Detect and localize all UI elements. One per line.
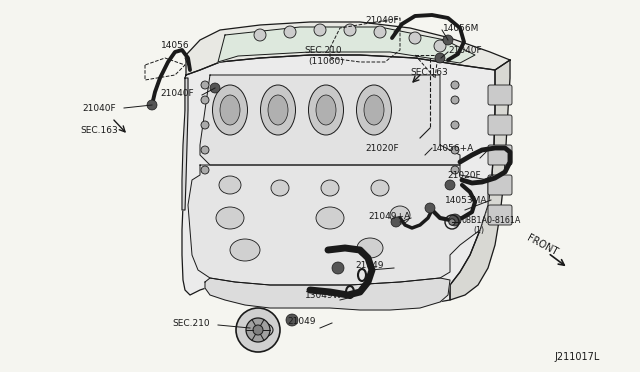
Circle shape <box>314 24 326 36</box>
FancyBboxPatch shape <box>488 205 512 225</box>
Circle shape <box>286 314 298 326</box>
Text: 14056: 14056 <box>161 41 189 50</box>
Text: (1): (1) <box>473 225 484 234</box>
Ellipse shape <box>260 85 296 135</box>
Ellipse shape <box>212 85 248 135</box>
Circle shape <box>425 203 435 213</box>
Text: FRONT: FRONT <box>525 233 559 257</box>
Text: 21040F: 21040F <box>365 16 399 25</box>
Circle shape <box>451 146 459 154</box>
Circle shape <box>201 81 209 89</box>
Circle shape <box>236 308 280 352</box>
Circle shape <box>201 121 209 129</box>
Circle shape <box>391 217 401 227</box>
Circle shape <box>332 262 344 274</box>
Polygon shape <box>218 27 475 63</box>
Circle shape <box>451 96 459 104</box>
Circle shape <box>374 26 386 38</box>
FancyBboxPatch shape <box>488 85 512 105</box>
Text: J211017L: J211017L <box>555 352 600 362</box>
Circle shape <box>201 146 209 154</box>
FancyBboxPatch shape <box>488 175 512 195</box>
Text: 14056+A: 14056+A <box>432 144 474 153</box>
Circle shape <box>201 96 209 104</box>
Circle shape <box>434 40 446 52</box>
Circle shape <box>210 83 220 93</box>
Text: 21040F: 21040F <box>448 45 482 55</box>
Ellipse shape <box>321 180 339 196</box>
Circle shape <box>435 53 445 63</box>
Polygon shape <box>205 278 450 310</box>
Ellipse shape <box>357 238 383 258</box>
Circle shape <box>147 100 157 110</box>
Circle shape <box>449 219 455 225</box>
Ellipse shape <box>219 176 241 194</box>
Circle shape <box>451 81 459 89</box>
Circle shape <box>344 24 356 36</box>
Circle shape <box>253 325 263 335</box>
Circle shape <box>445 180 455 190</box>
FancyBboxPatch shape <box>488 115 512 135</box>
Text: SEC.163: SEC.163 <box>80 125 118 135</box>
Text: SEC.210: SEC.210 <box>304 45 342 55</box>
Ellipse shape <box>364 95 384 125</box>
Ellipse shape <box>356 85 392 135</box>
Ellipse shape <box>390 206 410 224</box>
Polygon shape <box>182 78 188 210</box>
Polygon shape <box>200 75 460 165</box>
Text: SEC.210: SEC.210 <box>172 318 210 327</box>
Text: 21040F: 21040F <box>160 89 194 97</box>
Polygon shape <box>182 55 495 302</box>
Ellipse shape <box>316 207 344 229</box>
Ellipse shape <box>220 95 240 125</box>
FancyBboxPatch shape <box>488 145 512 165</box>
Circle shape <box>451 166 459 174</box>
Circle shape <box>201 166 209 174</box>
Circle shape <box>246 318 270 342</box>
Text: 21020F: 21020F <box>365 144 399 153</box>
Ellipse shape <box>308 85 344 135</box>
Ellipse shape <box>271 180 289 196</box>
Circle shape <box>443 35 453 45</box>
Text: 08B1A0-8161A: 08B1A0-8161A <box>462 215 522 224</box>
Text: 21020F: 21020F <box>447 170 481 180</box>
Circle shape <box>254 29 266 41</box>
Text: (11060): (11060) <box>308 57 344 65</box>
Polygon shape <box>188 165 488 285</box>
Text: 14053MA: 14053MA <box>445 196 488 205</box>
Ellipse shape <box>268 95 288 125</box>
Text: 13049W: 13049W <box>305 291 342 299</box>
Ellipse shape <box>371 180 389 196</box>
Text: SEC.163: SEC.163 <box>410 67 448 77</box>
Ellipse shape <box>316 95 336 125</box>
Circle shape <box>284 26 296 38</box>
Text: 21049: 21049 <box>287 317 316 327</box>
Text: 14056M: 14056M <box>443 23 479 32</box>
Ellipse shape <box>230 239 260 261</box>
Polygon shape <box>450 60 510 300</box>
Polygon shape <box>186 22 510 75</box>
Text: 21040F: 21040F <box>82 103 116 112</box>
Text: 21049: 21049 <box>355 260 383 269</box>
Circle shape <box>449 214 461 226</box>
Circle shape <box>451 121 459 129</box>
Ellipse shape <box>253 323 273 337</box>
Text: 21049+A: 21049+A <box>368 212 410 221</box>
Ellipse shape <box>216 207 244 229</box>
Circle shape <box>409 32 421 44</box>
